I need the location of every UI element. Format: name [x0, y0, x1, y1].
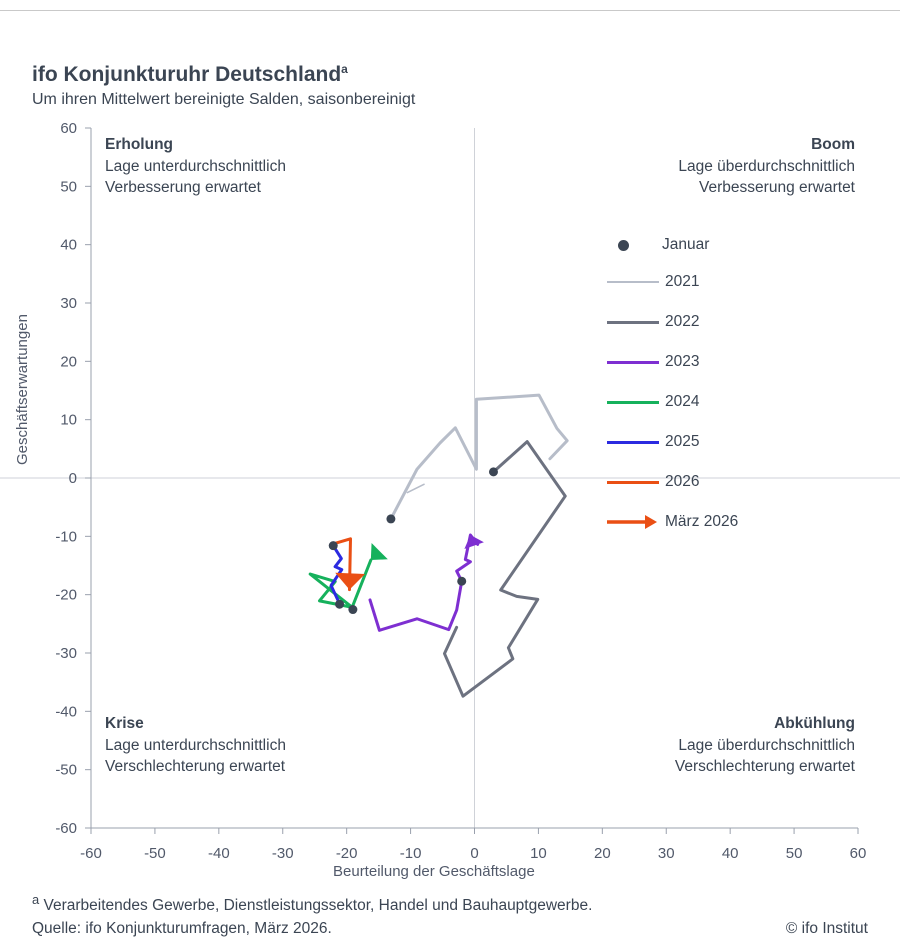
svg-text:-20: -20 [336, 845, 358, 862]
svg-text:40: 40 [722, 845, 739, 862]
svg-text:20: 20 [60, 353, 77, 370]
svg-text:-50: -50 [55, 762, 77, 779]
svg-text:-40: -40 [208, 845, 230, 862]
svg-text:-10: -10 [400, 845, 422, 862]
svg-text:20: 20 [594, 845, 611, 862]
svg-text:60: 60 [850, 845, 867, 862]
svg-text:10: 10 [530, 845, 547, 862]
svg-text:30: 30 [60, 295, 77, 312]
svg-text:50: 50 [60, 178, 77, 195]
svg-text:40: 40 [60, 237, 77, 254]
svg-text:60: 60 [60, 120, 77, 137]
svg-text:50: 50 [786, 845, 803, 862]
svg-text:0: 0 [69, 470, 77, 487]
svg-text:-40: -40 [55, 703, 77, 720]
svg-text:10: 10 [60, 412, 77, 429]
svg-text:-60: -60 [80, 845, 102, 862]
svg-text:-30: -30 [55, 645, 77, 662]
svg-text:-10: -10 [55, 528, 77, 545]
svg-text:-20: -20 [55, 587, 77, 604]
svg-text:-60: -60 [55, 820, 77, 837]
svg-text:-50: -50 [144, 845, 166, 862]
svg-text:-30: -30 [272, 845, 294, 862]
svg-text:0: 0 [470, 845, 478, 862]
svg-text:30: 30 [658, 845, 675, 862]
